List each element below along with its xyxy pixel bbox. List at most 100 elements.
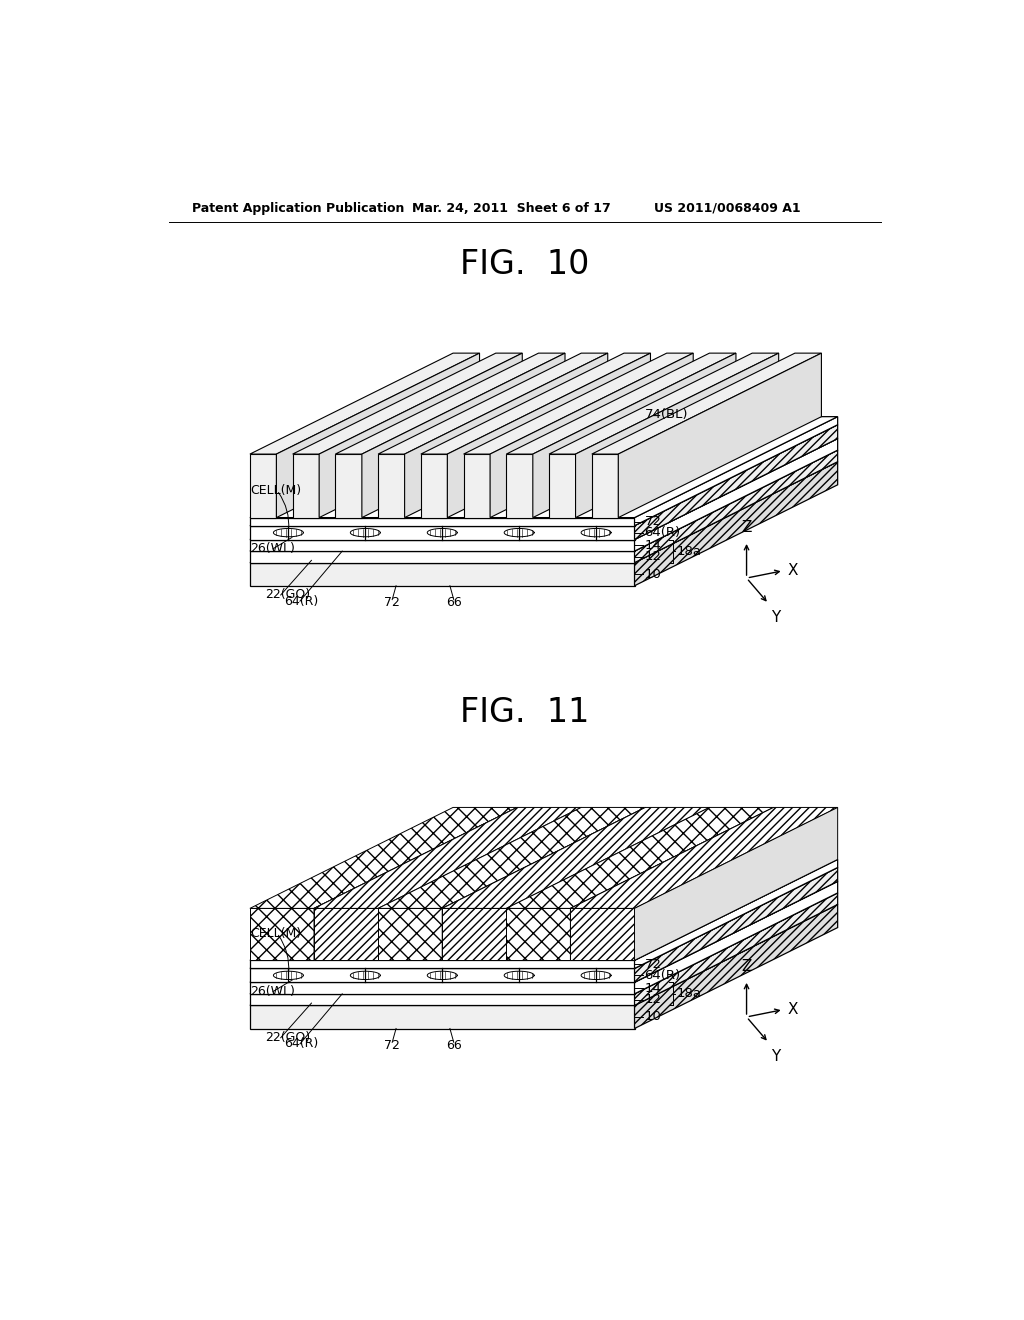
Polygon shape bbox=[250, 882, 838, 982]
Polygon shape bbox=[581, 528, 611, 537]
Polygon shape bbox=[464, 454, 490, 517]
Polygon shape bbox=[404, 354, 608, 517]
Text: 10: 10 bbox=[644, 568, 662, 581]
Polygon shape bbox=[336, 454, 361, 517]
Polygon shape bbox=[250, 417, 838, 517]
Text: FIG.  10: FIG. 10 bbox=[460, 248, 590, 281]
Polygon shape bbox=[464, 354, 693, 454]
Polygon shape bbox=[421, 454, 447, 517]
Text: 14: 14 bbox=[644, 539, 662, 552]
Polygon shape bbox=[504, 972, 535, 979]
Text: 72: 72 bbox=[384, 1039, 400, 1052]
Polygon shape bbox=[378, 354, 608, 454]
Polygon shape bbox=[250, 525, 635, 540]
Polygon shape bbox=[506, 808, 773, 908]
Polygon shape bbox=[635, 417, 838, 525]
Polygon shape bbox=[635, 882, 838, 994]
Polygon shape bbox=[378, 908, 442, 961]
Polygon shape bbox=[490, 354, 693, 517]
Text: 72: 72 bbox=[644, 958, 662, 972]
Polygon shape bbox=[635, 425, 838, 540]
Polygon shape bbox=[350, 972, 380, 979]
Polygon shape bbox=[361, 354, 565, 517]
Text: 26(WL): 26(WL) bbox=[250, 543, 295, 556]
Text: 66: 66 bbox=[445, 1039, 462, 1052]
Polygon shape bbox=[570, 808, 773, 961]
Text: CELL(M): CELL(M) bbox=[250, 483, 301, 496]
Polygon shape bbox=[635, 867, 838, 982]
Polygon shape bbox=[350, 528, 380, 537]
Polygon shape bbox=[250, 450, 838, 552]
Polygon shape bbox=[506, 454, 532, 517]
Text: FIG.  11: FIG. 11 bbox=[460, 697, 590, 729]
Polygon shape bbox=[250, 540, 635, 552]
Polygon shape bbox=[250, 808, 517, 908]
Text: Patent Application Publication: Patent Application Publication bbox=[193, 202, 404, 215]
Polygon shape bbox=[378, 454, 404, 517]
Polygon shape bbox=[250, 908, 314, 961]
Polygon shape bbox=[506, 354, 736, 454]
Polygon shape bbox=[276, 354, 479, 517]
Polygon shape bbox=[618, 354, 821, 517]
Polygon shape bbox=[250, 867, 838, 969]
Polygon shape bbox=[635, 450, 838, 562]
Text: Y: Y bbox=[771, 610, 780, 626]
Polygon shape bbox=[250, 354, 479, 454]
Polygon shape bbox=[447, 354, 650, 517]
Polygon shape bbox=[250, 552, 635, 562]
Polygon shape bbox=[250, 859, 838, 961]
Text: 22(GO): 22(GO) bbox=[265, 589, 310, 602]
Text: Y: Y bbox=[771, 1049, 780, 1064]
Polygon shape bbox=[319, 354, 522, 517]
Text: US 2011/0068409 A1: US 2011/0068409 A1 bbox=[654, 202, 801, 215]
Text: 12: 12 bbox=[644, 550, 662, 564]
Text: 18a: 18a bbox=[677, 987, 701, 1001]
Polygon shape bbox=[273, 972, 303, 979]
Text: 64(R): 64(R) bbox=[285, 1038, 318, 1051]
Polygon shape bbox=[635, 859, 838, 969]
Text: 64(R): 64(R) bbox=[644, 969, 681, 982]
Text: 66: 66 bbox=[445, 597, 462, 610]
Text: 64(R): 64(R) bbox=[285, 594, 318, 607]
Polygon shape bbox=[635, 462, 838, 586]
Text: 72: 72 bbox=[644, 515, 662, 528]
Polygon shape bbox=[314, 808, 582, 908]
Polygon shape bbox=[250, 961, 635, 969]
Polygon shape bbox=[427, 972, 457, 979]
Text: Mar. 24, 2011  Sheet 6 of 17: Mar. 24, 2011 Sheet 6 of 17 bbox=[412, 202, 610, 215]
Polygon shape bbox=[442, 808, 710, 908]
Text: X: X bbox=[787, 564, 798, 578]
Polygon shape bbox=[442, 808, 645, 961]
Polygon shape bbox=[250, 1006, 635, 1028]
Polygon shape bbox=[250, 462, 838, 562]
Polygon shape bbox=[549, 454, 575, 517]
Text: 22(GO): 22(GO) bbox=[265, 1031, 310, 1044]
Polygon shape bbox=[635, 808, 838, 961]
Text: CELL(M): CELL(M) bbox=[250, 927, 301, 940]
Polygon shape bbox=[250, 454, 276, 517]
Polygon shape bbox=[635, 438, 838, 552]
Polygon shape bbox=[549, 354, 778, 454]
Polygon shape bbox=[250, 982, 635, 994]
Text: Z: Z bbox=[741, 958, 752, 974]
Polygon shape bbox=[504, 528, 535, 537]
Text: 14: 14 bbox=[644, 982, 662, 994]
Polygon shape bbox=[250, 969, 635, 982]
Polygon shape bbox=[570, 808, 838, 908]
Polygon shape bbox=[250, 904, 838, 1006]
Text: 10: 10 bbox=[644, 1010, 662, 1023]
Polygon shape bbox=[314, 908, 378, 961]
Polygon shape bbox=[336, 354, 565, 454]
Polygon shape bbox=[427, 528, 457, 537]
Text: Z: Z bbox=[741, 520, 752, 535]
Polygon shape bbox=[314, 808, 517, 961]
Text: 26(WL): 26(WL) bbox=[250, 985, 295, 998]
Text: X: X bbox=[787, 1002, 798, 1016]
Text: 64(R): 64(R) bbox=[644, 527, 681, 539]
Text: 74(BL): 74(BL) bbox=[644, 408, 688, 421]
Text: 12: 12 bbox=[644, 993, 662, 1006]
Polygon shape bbox=[532, 354, 736, 517]
Polygon shape bbox=[250, 892, 838, 994]
Polygon shape bbox=[421, 354, 650, 454]
Polygon shape bbox=[250, 562, 635, 586]
